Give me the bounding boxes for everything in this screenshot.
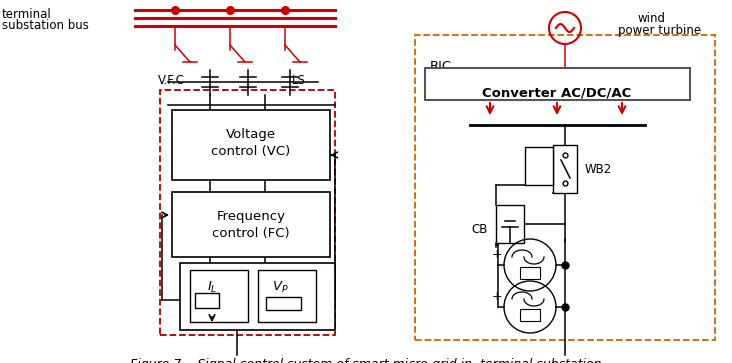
Text: LS: LS xyxy=(292,74,306,87)
Bar xyxy=(180,263,335,330)
Text: Converter AC/DC/AC: Converter AC/DC/AC xyxy=(482,87,632,100)
Bar xyxy=(520,309,540,321)
Text: control (VC): control (VC) xyxy=(212,145,291,158)
Bar xyxy=(525,147,553,185)
Bar xyxy=(160,90,335,335)
Text: control (FC): control (FC) xyxy=(212,227,290,240)
Bar xyxy=(266,297,301,310)
Bar xyxy=(258,270,316,322)
Text: Figure 7.   Signal control system of smart micro-grid in  terminal substation: Figure 7. Signal control system of smart… xyxy=(130,358,602,363)
Text: CB: CB xyxy=(471,223,488,236)
Bar xyxy=(415,35,715,340)
Bar xyxy=(190,270,248,322)
Bar xyxy=(553,145,577,193)
Text: substation bus: substation bus xyxy=(2,19,89,32)
Text: $I_L$: $I_L$ xyxy=(206,280,217,295)
Bar xyxy=(425,68,690,100)
Bar xyxy=(172,192,330,257)
Text: RIC: RIC xyxy=(430,60,452,73)
Text: WB2: WB2 xyxy=(585,163,612,176)
Bar xyxy=(195,293,219,308)
Text: +: + xyxy=(491,249,502,261)
Text: Voltage: Voltage xyxy=(226,128,276,141)
Text: terminal: terminal xyxy=(2,8,52,21)
Text: power turbine: power turbine xyxy=(618,24,701,37)
Bar xyxy=(172,110,330,180)
Bar xyxy=(520,267,540,279)
Bar xyxy=(496,205,524,243)
Text: wind: wind xyxy=(638,12,666,25)
Text: +: + xyxy=(491,290,502,303)
Text: V.F.C: V.F.C xyxy=(158,74,185,87)
Text: $V_P$: $V_P$ xyxy=(272,280,288,295)
Text: Frequency: Frequency xyxy=(217,210,285,223)
